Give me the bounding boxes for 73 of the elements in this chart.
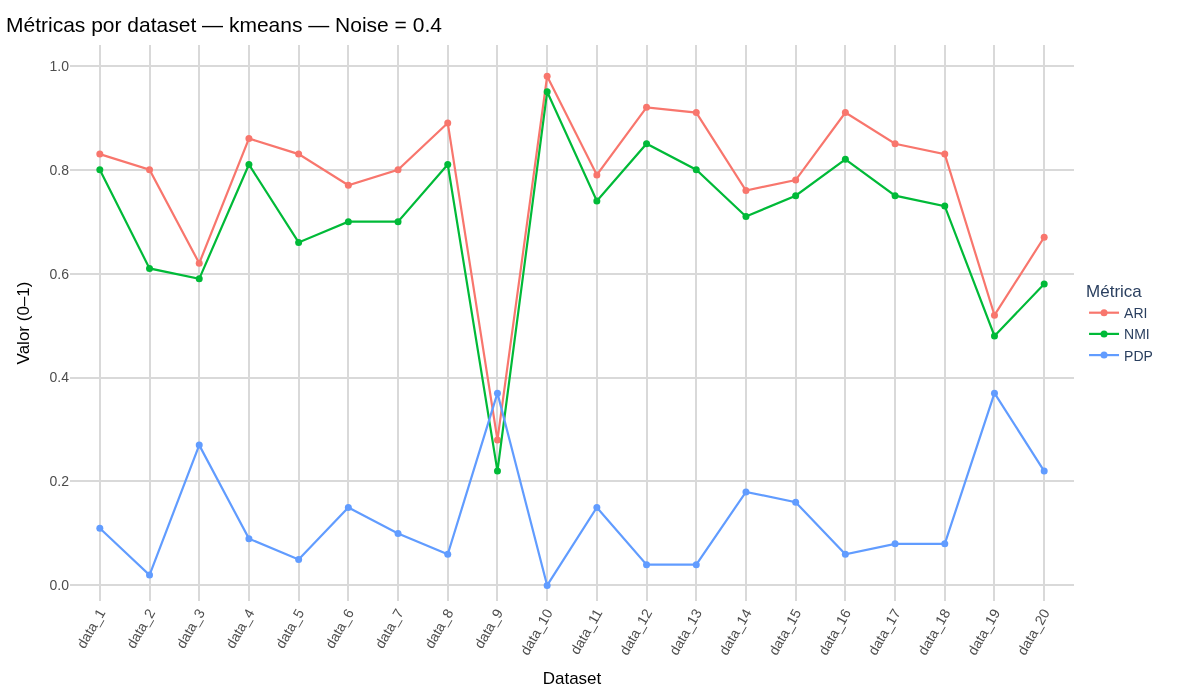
y-tick-label: 0.4 — [49, 369, 70, 386]
point — [245, 161, 253, 169]
point — [593, 171, 601, 179]
point — [891, 192, 899, 200]
y-tick-label: 0.6 — [49, 265, 70, 282]
point — [841, 155, 849, 163]
legend-label: PDP — [1124, 347, 1153, 364]
point — [394, 166, 402, 174]
point — [692, 561, 700, 569]
point — [344, 503, 352, 511]
point — [493, 467, 501, 475]
point — [643, 140, 651, 148]
point — [195, 441, 203, 449]
point — [643, 561, 651, 569]
point — [444, 161, 452, 169]
point — [543, 72, 551, 80]
point — [841, 550, 849, 558]
y-tick-label: 1.0 — [49, 57, 70, 74]
point — [891, 140, 899, 148]
point — [990, 332, 998, 340]
point — [444, 119, 452, 127]
point — [593, 197, 601, 205]
point — [146, 264, 154, 272]
point — [96, 150, 104, 158]
point — [742, 212, 750, 220]
point — [941, 202, 949, 210]
point — [394, 218, 402, 226]
point — [742, 187, 750, 194]
point — [344, 218, 352, 226]
point — [841, 109, 849, 117]
point — [692, 166, 700, 174]
point — [990, 389, 998, 397]
point — [1040, 467, 1048, 475]
point — [1040, 280, 1048, 288]
y-tick-label: 0.2 — [49, 473, 70, 490]
point — [643, 103, 651, 111]
y-tick-label: 0.0 — [49, 577, 70, 594]
point — [792, 176, 800, 184]
point — [1040, 233, 1048, 241]
point — [493, 436, 501, 444]
point — [444, 550, 452, 558]
y-tick-label: 0.8 — [49, 161, 70, 178]
chart-title: Métricas por dataset — kmeans — Noise = 0.4 — [5, 13, 443, 37]
point — [792, 498, 800, 506]
point — [96, 166, 104, 174]
point — [195, 259, 203, 267]
point — [543, 88, 551, 96]
point — [344, 181, 352, 189]
legend-label: NMI — [1124, 326, 1150, 343]
legend-label: ARI — [1124, 305, 1148, 322]
point — [295, 555, 303, 563]
point — [692, 109, 700, 117]
point — [146, 571, 154, 579]
point — [493, 389, 501, 397]
point — [245, 135, 253, 143]
point — [543, 581, 551, 589]
point — [146, 166, 154, 174]
point — [941, 150, 949, 158]
point — [96, 524, 104, 532]
legend-title: Métrica — [1086, 282, 1143, 302]
y-axis-title: Valor (0–1) — [14, 281, 34, 365]
point — [295, 150, 303, 158]
point — [941, 540, 949, 548]
point — [245, 535, 253, 543]
point — [195, 275, 203, 283]
point — [295, 238, 303, 246]
x-axis-title: Dataset — [542, 669, 602, 689]
point — [593, 503, 601, 511]
point — [990, 311, 998, 319]
point — [792, 192, 800, 200]
point — [891, 540, 899, 548]
point — [742, 488, 750, 496]
point — [394, 529, 402, 537]
